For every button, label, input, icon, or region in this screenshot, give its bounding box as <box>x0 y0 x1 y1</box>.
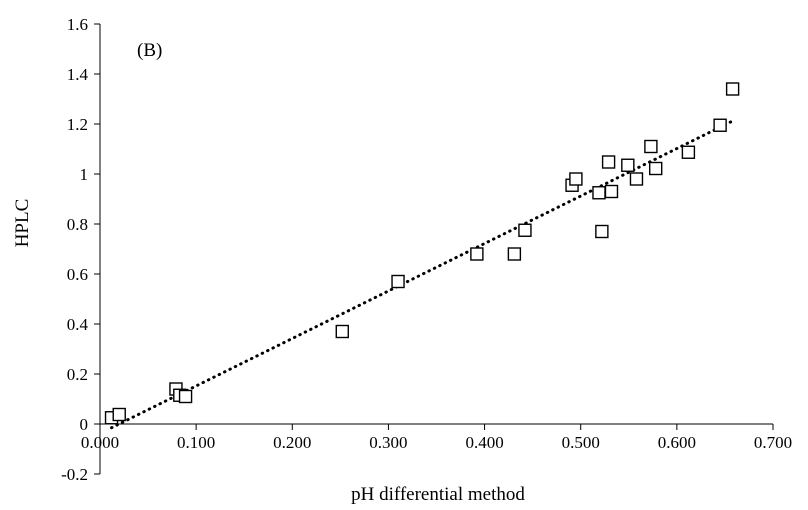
data-point <box>725 82 740 96</box>
axes <box>94 23 774 475</box>
y-tick-label: 0.2 <box>67 365 88 384</box>
x-tick-label: 0.200 <box>273 433 311 452</box>
x-tick-label: 0.400 <box>465 433 503 452</box>
data-point <box>112 407 126 422</box>
y-tick-label: 0.4 <box>67 315 89 334</box>
x-tick-label: 0.000 <box>81 433 119 452</box>
data-point <box>595 224 609 239</box>
data-point <box>518 223 532 237</box>
x-tick-label: 0.500 <box>562 433 600 452</box>
x-tick-label: 0.300 <box>369 433 407 452</box>
data-point <box>713 118 727 132</box>
y-tick-label: 1.6 <box>67 15 88 34</box>
panel-label: (B) <box>137 40 162 61</box>
y-tick-label: 1.4 <box>67 65 89 84</box>
y-tick-label: 1 <box>80 165 89 184</box>
data-point <box>621 158 635 172</box>
x-tick-label: 0.100 <box>177 433 215 452</box>
trendline-group <box>110 119 735 430</box>
data-point <box>507 247 522 261</box>
y-tick-label: -0.2 <box>61 465 88 484</box>
data-point <box>470 247 484 261</box>
data-point <box>391 274 405 289</box>
data-point <box>604 184 619 199</box>
data-point <box>629 172 644 186</box>
x-tick-label: 0.700 <box>754 433 792 452</box>
y-tick-label: 0 <box>80 415 89 434</box>
trendline <box>110 119 735 430</box>
y-axis-title: HPLC <box>12 199 33 248</box>
data-point <box>335 324 349 339</box>
data-point <box>569 172 583 186</box>
data-point <box>649 161 663 176</box>
data-point <box>601 155 616 169</box>
data-points <box>104 82 740 425</box>
tick-labels: -0.2 0 0.2 0.4 0.6 0.8 1 1.2 1.4 1.6 0.000 0.100 0.2… <box>61 15 792 484</box>
y-tick-label: 0.6 <box>67 265 88 284</box>
y-tick-label: 1.2 <box>67 115 88 134</box>
data-point <box>644 139 658 154</box>
data-point <box>178 389 193 404</box>
data-point <box>592 186 606 200</box>
x-tick-label: 0.600 <box>658 433 696 452</box>
data-point <box>681 145 696 159</box>
y-tick-label: 0.8 <box>67 215 88 234</box>
x-axis-title: pH differential method <box>351 484 525 505</box>
